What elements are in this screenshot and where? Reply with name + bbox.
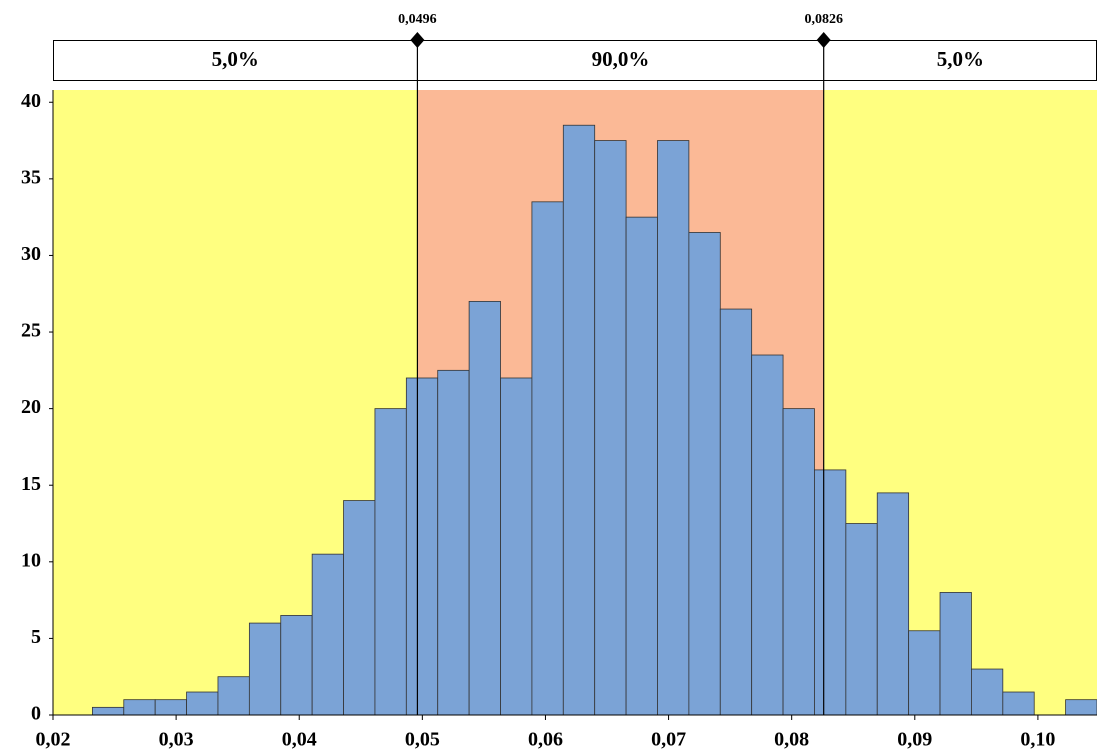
delimiter-label: 0,0826 (804, 12, 843, 27)
bar (594, 140, 627, 716)
x-tick-label: 0,10 (1020, 729, 1055, 751)
delimiter-handle (410, 32, 425, 48)
bar (468, 300, 501, 716)
y-tick-label: 35 (21, 166, 41, 188)
bar (845, 523, 878, 716)
x-tick-label: 0,06 (528, 729, 563, 751)
bar (719, 308, 753, 716)
bar (280, 615, 313, 716)
bar (186, 691, 219, 716)
band-label: 5,0% (937, 47, 984, 71)
band-label: 90,0% (592, 47, 650, 71)
bar (688, 232, 721, 716)
bar (1065, 699, 1097, 716)
bar (123, 699, 156, 716)
y-tick-label: 0 (31, 703, 41, 725)
bar (814, 469, 847, 716)
bar (217, 676, 250, 716)
y-tick-label: 15 (21, 473, 41, 495)
x-tick-label: 0,04 (282, 729, 317, 751)
y-tick-label: 40 (21, 90, 41, 112)
bar (91, 706, 125, 716)
x-tick-label: 0,05 (405, 729, 440, 751)
bar (311, 553, 344, 716)
y-tick-label: 5 (31, 626, 41, 648)
x-tick-label: 0,07 (651, 729, 686, 751)
bar (625, 216, 658, 716)
y-tick-label: 30 (21, 243, 41, 265)
bar (971, 668, 1004, 716)
bar (657, 140, 690, 716)
bar (374, 408, 407, 716)
bar (500, 377, 533, 716)
bar (751, 354, 784, 716)
y-tick-label: 25 (21, 320, 41, 342)
bar (1002, 691, 1035, 716)
bar (939, 592, 972, 716)
y-tick-label: 20 (21, 396, 41, 418)
bar (154, 699, 187, 716)
delimiter-handle (816, 32, 831, 48)
bar (908, 630, 941, 716)
bar (343, 500, 376, 716)
x-tick-label: 0,09 (897, 729, 932, 751)
bar (562, 124, 596, 716)
bar (405, 377, 439, 716)
bar (437, 369, 470, 716)
bar (782, 408, 815, 716)
bar (248, 622, 282, 716)
delimiter-label: 0,0496 (398, 12, 437, 27)
bar (876, 492, 910, 716)
band-label: 5,0% (212, 47, 259, 71)
x-tick-label: 0,03 (159, 729, 194, 751)
x-tick-label: 0,02 (36, 729, 71, 751)
x-tick-label: 0,08 (774, 729, 809, 751)
bar (531, 201, 564, 716)
y-tick-label: 10 (21, 549, 41, 571)
